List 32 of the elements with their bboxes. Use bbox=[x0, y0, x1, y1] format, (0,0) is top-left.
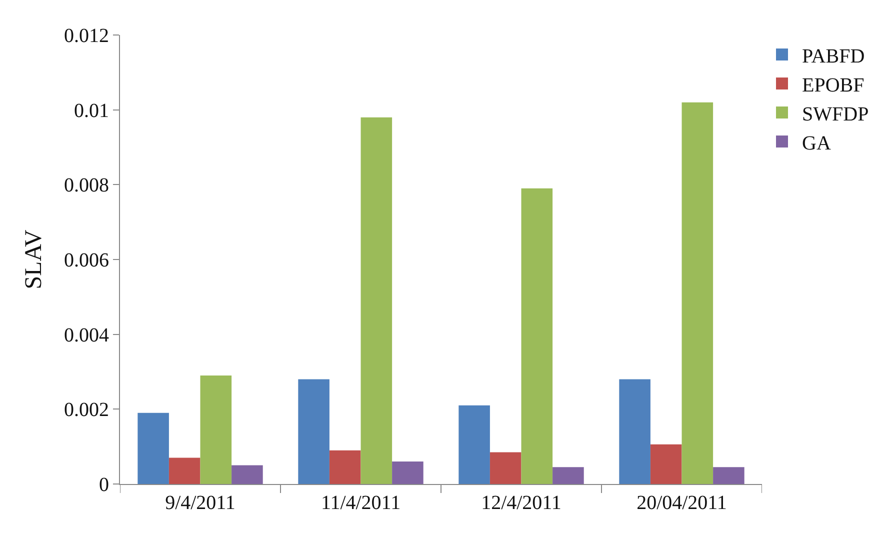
bar bbox=[682, 102, 714, 484]
x-tick-label: 9/4/2011 bbox=[165, 492, 236, 514]
bar bbox=[138, 412, 169, 484]
bar bbox=[521, 188, 553, 484]
bar bbox=[298, 379, 330, 484]
legend-label: GA bbox=[802, 132, 832, 154]
y-axis-title: SLAV bbox=[21, 229, 48, 290]
bar bbox=[360, 117, 392, 484]
bar bbox=[650, 444, 682, 484]
bar bbox=[392, 462, 424, 484]
legend-label: EPOBF bbox=[802, 74, 864, 96]
x-tick-label: 12/4/2011 bbox=[481, 492, 562, 514]
bar bbox=[713, 467, 744, 484]
legend-label: PABFD bbox=[802, 45, 865, 68]
bar bbox=[329, 450, 361, 484]
y-tick-label: 0 bbox=[99, 474, 109, 496]
x-tick-label: 20/04/2011 bbox=[636, 492, 727, 514]
x-tick-label: 11/4/2011 bbox=[320, 492, 401, 514]
bar bbox=[168, 458, 200, 484]
bar bbox=[458, 405, 490, 484]
y-tick-label: 0.01 bbox=[74, 100, 109, 122]
bar bbox=[619, 379, 650, 484]
y-tick-label: 0.006 bbox=[64, 250, 109, 272]
y-tick-label: 0.008 bbox=[64, 174, 109, 197]
bar bbox=[200, 375, 232, 484]
legend-label: SWFDP bbox=[802, 103, 869, 126]
bar bbox=[232, 465, 263, 484]
y-tick-label: 0.002 bbox=[64, 399, 109, 422]
bar bbox=[552, 467, 584, 484]
y-tick-label: 0.004 bbox=[64, 324, 109, 346]
y-tick-label: 0.012 bbox=[64, 25, 109, 47]
bar bbox=[490, 452, 522, 484]
